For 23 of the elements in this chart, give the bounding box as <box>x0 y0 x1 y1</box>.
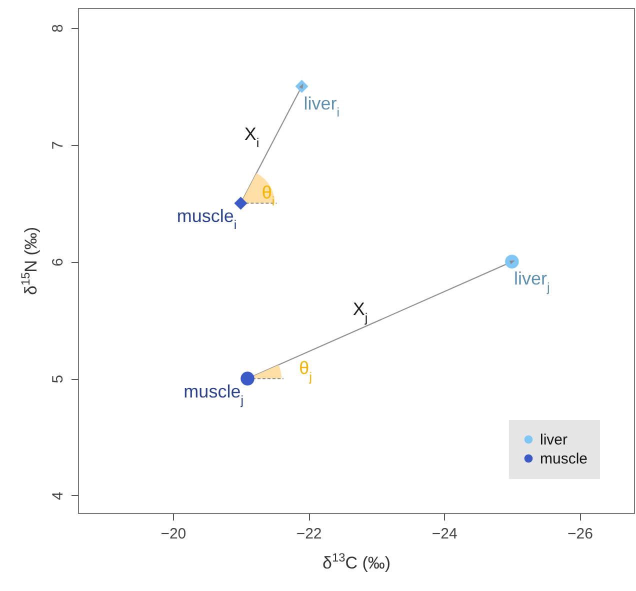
annotation: muscle$_{i}$ <box>176 206 237 232</box>
y-tick-label: 6 <box>50 258 66 266</box>
annotation: X$_{i}$ <box>244 124 260 150</box>
point <box>240 372 254 386</box>
y-tick-label: 5 <box>50 374 66 384</box>
y-tick-label: 8 <box>50 24 66 33</box>
x-tick-label: −22 <box>296 526 322 542</box>
annotation: θ$_{j}$ <box>299 358 312 384</box>
annotation: liver$_{i}$ <box>304 93 340 120</box>
annotation: θ$_{i}$ <box>262 182 275 209</box>
legend-label: muscle <box>540 450 588 468</box>
x-tick-label: −24 <box>432 526 458 542</box>
y-tick-label: 4 <box>50 492 66 500</box>
annotation: X$_{j}$ <box>352 299 368 326</box>
annotation: muscle$_{j}$ <box>184 382 244 408</box>
legend-label: liver <box>540 432 568 448</box>
x-tick-label: −26 <box>568 526 593 542</box>
annotation: liver$_{j}$ <box>514 268 550 295</box>
y-tick-label: 7 <box>50 141 66 150</box>
point <box>505 254 519 269</box>
x-axis-title: δ$^{13}$C (‰) <box>322 550 391 572</box>
x-tick-label: −20 <box>160 526 186 542</box>
point <box>234 196 248 210</box>
